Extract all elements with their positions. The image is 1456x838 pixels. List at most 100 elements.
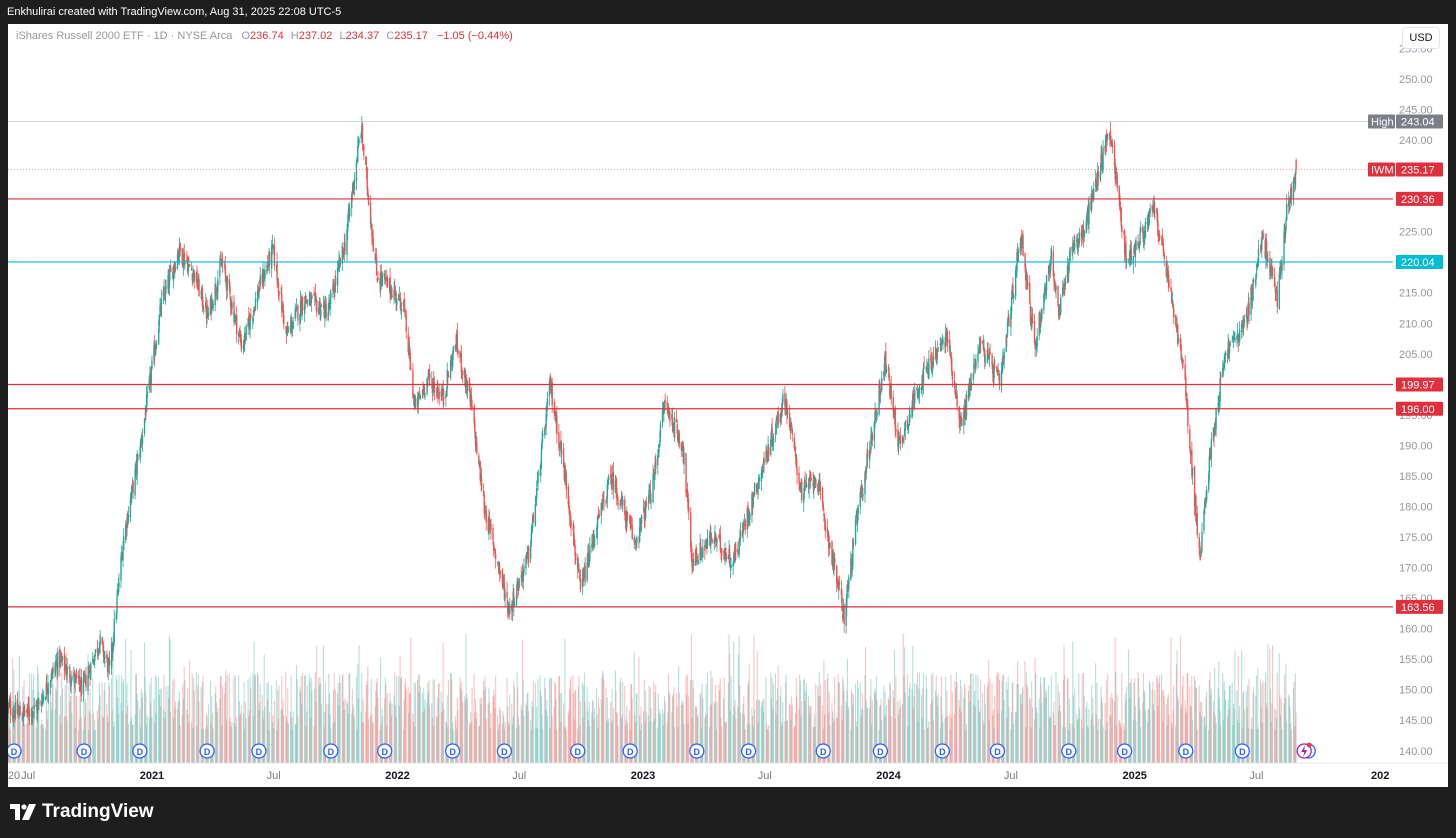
volume-bar <box>706 672 709 763</box>
volume-bar <box>1206 691 1208 763</box>
volume-bar <box>768 725 770 763</box>
volume-bar <box>217 708 219 763</box>
volume-bar <box>634 722 637 763</box>
candle-body <box>930 360 933 372</box>
volume-bar <box>389 692 391 763</box>
candle-body <box>24 710 26 714</box>
volume-bar <box>408 712 410 763</box>
chart-legend: iShares Russell 2000 ETF · 1D · NYSE Arc… <box>16 30 513 42</box>
volume-bar <box>329 714 331 763</box>
flash-dot-icon <box>1306 742 1312 748</box>
candle-body <box>1177 338 1180 343</box>
candle-body <box>492 528 494 541</box>
volume-bar <box>565 729 567 763</box>
price-chart[interactable]: 140.00145.00150.00155.00160.00165.00170.… <box>8 24 1448 787</box>
volume-bar <box>512 716 514 763</box>
dividend-letter: D <box>1066 747 1073 757</box>
candle-body <box>1228 347 1231 353</box>
time-tick-label: 2025 <box>1122 770 1146 782</box>
volume-bar <box>760 706 762 763</box>
level-badge-label: 220.04 <box>1401 257 1435 269</box>
volume-bar <box>154 675 156 763</box>
candle-body <box>145 412 147 416</box>
tradingview-logo[interactable]: TradingView <box>10 801 154 823</box>
candle-body <box>405 315 407 332</box>
dividend-marker: D <box>76 743 92 759</box>
candle-body <box>758 477 761 481</box>
candle-body <box>32 711 35 714</box>
volume-bar <box>823 660 825 763</box>
volume-bar <box>681 699 683 763</box>
volume-bar <box>45 692 47 763</box>
volume-bar <box>1128 649 1130 763</box>
volume-bar <box>1200 701 1202 763</box>
volume-bar <box>1180 708 1182 763</box>
candle-body <box>752 496 755 507</box>
volume-bar <box>353 708 355 763</box>
volume-bar <box>263 719 265 763</box>
candle-body <box>880 388 882 391</box>
price-tick-label: 250.00 <box>1399 74 1433 86</box>
candle-body <box>9 701 12 716</box>
volume-bar <box>1281 729 1283 763</box>
volume-bar <box>306 711 308 763</box>
volume-bar <box>579 700 581 763</box>
volume-bar <box>506 677 508 763</box>
volume-bar <box>432 679 434 763</box>
volume-bar <box>922 688 924 763</box>
candle-body <box>1019 242 1022 253</box>
volume-bar <box>462 701 464 763</box>
candle-body <box>579 579 582 589</box>
volume-bar <box>1243 690 1245 763</box>
currency-button[interactable]: USD <box>1402 27 1440 49</box>
high-value: 237.02 <box>298 30 333 42</box>
volume-bar <box>970 672 972 763</box>
candle-body <box>885 369 888 373</box>
candle-body <box>826 527 828 533</box>
volume-bar <box>1097 718 1099 763</box>
volume-bar <box>427 692 429 763</box>
candle-body <box>243 343 245 346</box>
volume-bar <box>337 693 339 763</box>
volume-bar <box>408 693 411 763</box>
volume-bar <box>32 689 34 763</box>
candle-body <box>127 515 130 522</box>
volume-bar <box>741 713 744 763</box>
candle-body <box>913 401 915 407</box>
volume-bar <box>447 679 450 763</box>
candle-body <box>473 405 475 423</box>
chart-panel[interactable]: 140.00 145.00 150.00 155.00 160.00 165.00 170.… <box>8 24 1448 787</box>
volume-bar <box>1133 682 1135 763</box>
volume-bar <box>1261 683 1263 763</box>
candle-body <box>705 545 707 547</box>
candle-body <box>540 464 542 477</box>
volume-bar <box>794 725 796 763</box>
volume-bar <box>836 717 838 763</box>
candle-body <box>846 593 848 607</box>
volume-bar <box>801 701 803 763</box>
candle-body <box>809 471 812 480</box>
volume-bar <box>1146 722 1148 763</box>
last-price-badge-tag-label: IWM <box>1371 165 1394 177</box>
volume-bar <box>1290 723 1292 763</box>
candle-body <box>311 296 313 298</box>
dividend-circle <box>323 743 339 759</box>
volume-bar <box>747 681 750 763</box>
volume-bar <box>772 709 774 763</box>
candle-body <box>711 540 713 542</box>
candle-body <box>216 289 218 295</box>
dividend-circle <box>132 743 148 759</box>
time-tick-label: Jul <box>758 770 772 782</box>
candle-body <box>1017 250 1020 262</box>
candle-body <box>40 702 43 707</box>
dividend-circle <box>934 743 950 759</box>
candle-body <box>164 286 167 301</box>
volume-bar <box>295 724 297 763</box>
candle-body <box>346 222 349 232</box>
candle-body <box>551 382 553 406</box>
candle-body <box>250 314 252 319</box>
volume-bar <box>310 677 312 763</box>
volume-bar <box>718 684 720 763</box>
candle-body <box>1041 309 1043 319</box>
candle-body <box>391 295 393 297</box>
